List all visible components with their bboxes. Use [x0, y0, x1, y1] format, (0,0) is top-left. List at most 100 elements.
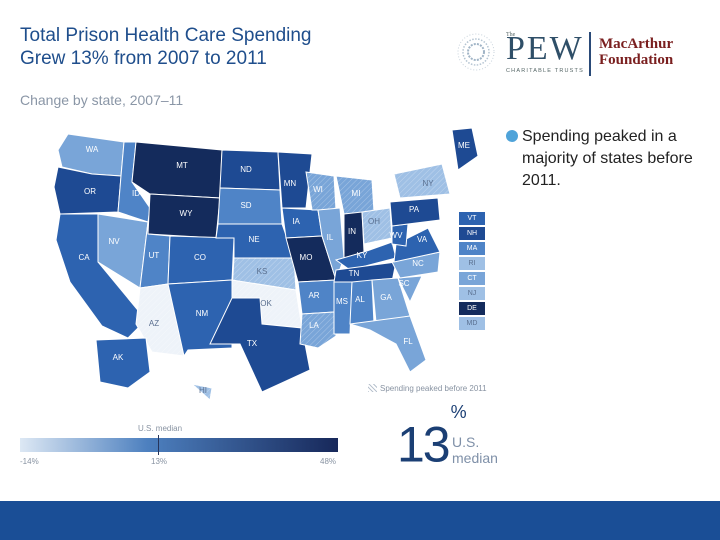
- state-label-wv: WV: [390, 231, 404, 240]
- state-oh-hatch: [362, 208, 392, 244]
- bullet-point: Spending peaked in a majority of states …: [506, 126, 696, 192]
- state-box-vt: VT: [459, 212, 485, 225]
- mac-line-2: Foundation: [599, 52, 674, 68]
- state-box-ct: CT: [459, 272, 485, 285]
- big-median-caption: U.S. median: [452, 434, 498, 466]
- state-pa: [389, 197, 441, 227]
- title-line-1: Total Prison Health Care Spending: [20, 25, 312, 46]
- state-label-wy: WY: [180, 209, 194, 218]
- big-caption-line-2: median: [452, 450, 498, 466]
- state-label-nd: ND: [240, 165, 252, 174]
- state-label-ne: NE: [248, 235, 259, 244]
- state-ms: [333, 281, 353, 335]
- state-la-hatch: [300, 312, 336, 348]
- label-layer: WA OR CA ID NV MT WY UT AZ CO NM ND SD NE KS OK TX MN IA MO…: [78, 141, 470, 395]
- state-ny-hatch: [394, 164, 450, 198]
- state-label-me: ME: [458, 141, 470, 150]
- pew-the: The: [506, 32, 516, 38]
- state-label-wi: WI: [313, 185, 323, 194]
- state-fl: [349, 315, 427, 373]
- scale-median-value: 13%: [151, 457, 168, 466]
- us-map: WA OR CA ID NV MT WY UT AZ CO NM ND SD NE KS OK TX MN IA MO…: [53, 127, 479, 401]
- state-tx: [209, 297, 311, 393]
- logo-divider: [589, 32, 591, 76]
- state-label-il: IL: [327, 233, 334, 242]
- state-label-ms: MS: [336, 297, 348, 306]
- state-label-tn: TN: [349, 269, 360, 278]
- state-layer: [53, 127, 479, 401]
- state-label-ga: GA: [380, 293, 392, 302]
- state-hi-hatch: [192, 384, 212, 400]
- big-number-value: 13: [397, 416, 451, 473]
- logo-area: The PEW CHARITABLE TRUSTS MacArthur Foun…: [456, 28, 696, 86]
- macarthur-logo: MacArthur Foundation: [599, 36, 673, 68]
- state-label-az: AZ: [149, 319, 159, 328]
- pew-subtitle: CHARITABLE TRUSTS: [506, 68, 584, 74]
- slide-title: Total Prison Health Care Spending Grew 1…: [20, 24, 440, 70]
- state-label-ky: KY: [357, 251, 368, 260]
- state-label-ny: NY: [422, 179, 434, 188]
- state-label-fl: FL: [403, 337, 413, 346]
- state-label-ar: AR: [308, 291, 319, 300]
- state-label-ak: AK: [113, 353, 124, 362]
- scale-min-label: -14%: [20, 457, 39, 466]
- scale-median-label: U.S. median: [138, 424, 183, 433]
- pew-logo-text: PEW: [506, 30, 584, 67]
- state-box-ri: RI: [459, 257, 485, 270]
- state-box-md: MD: [459, 317, 485, 330]
- state-me: [451, 127, 479, 171]
- state-label-nc: NC: [412, 259, 424, 268]
- state-label-ut: UT: [149, 251, 160, 260]
- state-mt: [131, 141, 223, 199]
- state-label-mo: MO: [300, 253, 313, 262]
- state-wi-hatch: [306, 172, 336, 210]
- peaked-legend: Spending peaked before 2011: [368, 384, 487, 393]
- state-box-nh: NH: [459, 227, 485, 240]
- state-label-pa: PA: [409, 205, 420, 214]
- color-scale-bar: [20, 438, 338, 452]
- state-label-mn: MN: [284, 179, 297, 188]
- state-label-va: VA: [417, 235, 428, 244]
- bullet-dot-icon: [506, 130, 518, 142]
- scale-max-label: 48%: [320, 457, 337, 466]
- big-number-suffix: %: [450, 402, 467, 422]
- state-label-ok: OK: [260, 299, 272, 308]
- state-label-sc: SC: [398, 279, 409, 288]
- state-label-or: OR: [84, 187, 96, 196]
- state-mi-hatch: [336, 176, 374, 214]
- state-label-la: LA: [309, 321, 319, 330]
- state-label-ks: KS: [257, 267, 268, 276]
- footer-bar: [0, 501, 720, 540]
- state-box-de: DE: [459, 302, 485, 315]
- state-box-ma: MA: [459, 242, 485, 255]
- state-label-nm: NM: [196, 309, 209, 318]
- state-label-al: AL: [355, 295, 365, 304]
- state-label-hi: HI: [199, 386, 207, 395]
- state-label-co: CO: [194, 253, 206, 262]
- state-label-sd: SD: [240, 201, 251, 210]
- peaked-legend-text: Spending peaked before 2011: [380, 384, 487, 393]
- bullet-text: Spending peaked in a majority of states …: [522, 128, 693, 189]
- state-label-wa: WA: [86, 145, 99, 154]
- state-ia: [281, 207, 323, 239]
- state-label-tx: TX: [247, 339, 258, 348]
- state-label-ca: CA: [78, 253, 90, 262]
- big-median-number: 13%: [397, 402, 467, 473]
- state-ok-hatch: [232, 280, 302, 328]
- map-subtitle: Change by state, 2007–11: [20, 92, 184, 108]
- state-label-mi: MI: [352, 189, 361, 198]
- state-box-nj: NJ: [459, 287, 485, 300]
- mac-line-1: MacArthur: [599, 36, 674, 52]
- small-state-boxes: VT NH MA RI CT NJ DE MD: [459, 212, 485, 332]
- hatch-pattern-icon: [368, 384, 377, 392]
- state-ak: [95, 337, 151, 389]
- state-label-nv: NV: [108, 237, 120, 246]
- scale-median-marker: [158, 435, 159, 455]
- state-label-oh: OH: [368, 217, 380, 226]
- pew-sunburst-icon: [457, 33, 495, 71]
- state-va: [393, 227, 441, 263]
- state-sc: [397, 275, 423, 304]
- title-line-2: Grew 13% from 2007 to 2011: [20, 48, 267, 69]
- state-label-ia: IA: [292, 217, 300, 226]
- big-caption-line-1: U.S.: [452, 434, 480, 450]
